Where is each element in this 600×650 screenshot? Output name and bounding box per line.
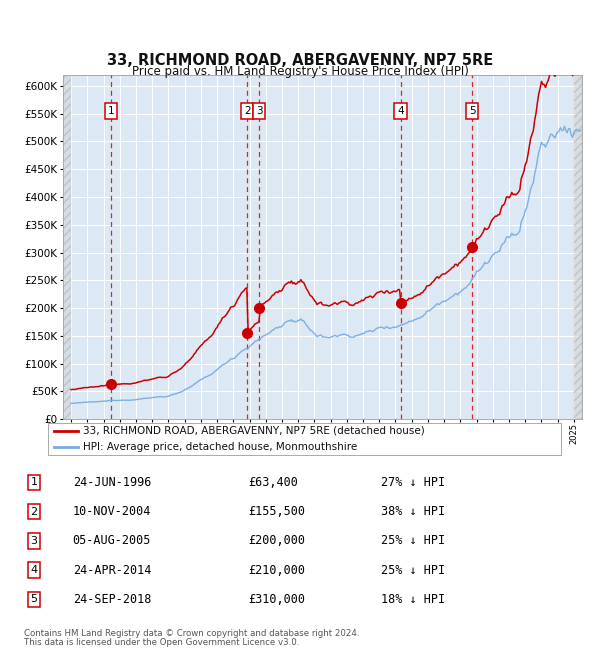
Text: This data is licensed under the Open Government Licence v3.0.: This data is licensed under the Open Gov… xyxy=(24,638,299,647)
Text: 1: 1 xyxy=(108,106,115,116)
Text: 4: 4 xyxy=(31,565,38,575)
Text: 24-SEP-2018: 24-SEP-2018 xyxy=(73,593,151,606)
Text: 2: 2 xyxy=(244,106,251,116)
Text: Contains HM Land Registry data © Crown copyright and database right 2024.: Contains HM Land Registry data © Crown c… xyxy=(24,629,359,638)
Text: 1: 1 xyxy=(31,477,38,488)
Text: HPI: Average price, detached house, Monmouthshire: HPI: Average price, detached house, Monm… xyxy=(83,442,357,452)
Text: £210,000: £210,000 xyxy=(248,564,305,577)
Text: 24-APR-2014: 24-APR-2014 xyxy=(73,564,151,577)
Text: £200,000: £200,000 xyxy=(248,534,305,547)
Text: £310,000: £310,000 xyxy=(248,593,305,606)
Text: 3: 3 xyxy=(256,106,262,116)
Text: 4: 4 xyxy=(397,106,404,116)
Text: 33, RICHMOND ROAD, ABERGAVENNY, NP7 5RE (detached house): 33, RICHMOND ROAD, ABERGAVENNY, NP7 5RE … xyxy=(83,426,425,436)
Text: Price paid vs. HM Land Registry's House Price Index (HPI): Price paid vs. HM Land Registry's House … xyxy=(131,65,469,78)
Text: £155,500: £155,500 xyxy=(248,505,305,518)
Text: 24-JUN-1996: 24-JUN-1996 xyxy=(73,476,151,489)
Text: 5: 5 xyxy=(31,594,38,604)
Text: 27% ↓ HPI: 27% ↓ HPI xyxy=(381,476,445,489)
Text: 10-NOV-2004: 10-NOV-2004 xyxy=(73,505,151,518)
Text: 38% ↓ HPI: 38% ↓ HPI xyxy=(381,505,445,518)
Text: 2: 2 xyxy=(31,506,38,517)
Text: 25% ↓ HPI: 25% ↓ HPI xyxy=(381,534,445,547)
Text: 33, RICHMOND ROAD, ABERGAVENNY, NP7 5RE: 33, RICHMOND ROAD, ABERGAVENNY, NP7 5RE xyxy=(107,53,493,68)
Text: 25% ↓ HPI: 25% ↓ HPI xyxy=(381,564,445,577)
Text: 05-AUG-2005: 05-AUG-2005 xyxy=(73,534,151,547)
Bar xyxy=(63,75,71,419)
Text: 5: 5 xyxy=(469,106,476,116)
Text: £63,400: £63,400 xyxy=(248,476,298,489)
Bar xyxy=(574,75,582,419)
Text: 3: 3 xyxy=(31,536,38,546)
Text: 18% ↓ HPI: 18% ↓ HPI xyxy=(381,593,445,606)
